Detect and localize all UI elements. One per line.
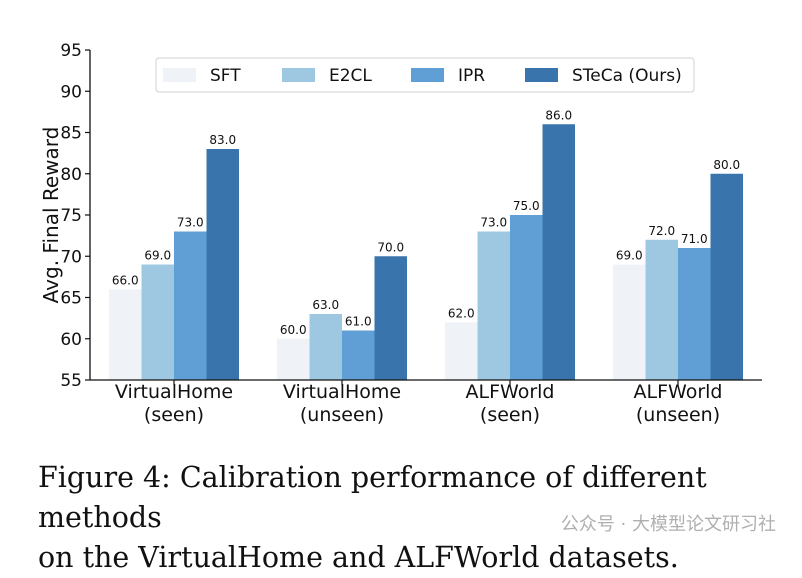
- value-labels-layer: 66.0 69.0 73.0 83.0 60.0 63.0 61.0 70.0 62.0 73.0…: [112, 108, 740, 337]
- bar-value-label: 73.0: [480, 216, 507, 230]
- bar-ipr: [342, 330, 375, 380]
- bar-value-label: 83.0: [209, 133, 236, 147]
- bar-e2cl: [309, 314, 342, 380]
- caption-line-2: on the VirtualHome and ALFWorld datasets…: [38, 541, 679, 574]
- x-tick-label: VirtualHome: [115, 381, 233, 403]
- bar-value-label: 61.0: [345, 315, 372, 329]
- bar-ipr: [510, 215, 543, 380]
- y-tick-label: 60: [60, 330, 82, 350]
- bar-sft: [445, 322, 478, 380]
- legend: SFT E2CL IPR STeCa (Ours): [155, 57, 695, 93]
- legend-swatch: [282, 68, 315, 82]
- y-tick-label: 95: [60, 41, 82, 61]
- bars-layer: [109, 124, 743, 380]
- bar-value-label: 63.0: [312, 298, 339, 312]
- bar-value-label: 60.0: [280, 323, 307, 337]
- bar-value-label: 72.0: [648, 224, 675, 238]
- y-tick-label: 85: [60, 124, 82, 144]
- bar-steca-ours: [542, 124, 575, 380]
- y-tick-label: 80: [60, 165, 82, 185]
- x-ticks: VirtualHome(seen)VirtualHome(unseen)ALFW…: [115, 380, 723, 426]
- legend-label: STeCa (Ours): [572, 66, 682, 86]
- legend-label: SFT: [210, 66, 241, 86]
- bar-e2cl: [477, 231, 510, 380]
- y-tick-label: 70: [60, 247, 82, 267]
- legend-swatch: [163, 68, 196, 82]
- x-tick-label: (seen): [480, 404, 540, 426]
- x-tick-label: (unseen): [636, 404, 720, 426]
- x-tick-label: VirtualHome: [283, 381, 401, 403]
- y-tick-label: 90: [60, 82, 82, 102]
- bar-ipr: [678, 248, 711, 380]
- caption-line-1: Figure 4: Calibration performance of dif…: [38, 461, 707, 534]
- bar-steca-ours: [206, 149, 239, 380]
- bar-e2cl: [645, 239, 678, 380]
- x-tick-label: ALFWorld: [634, 381, 723, 403]
- bar-value-label: 73.0: [177, 216, 204, 230]
- bar-value-label: 69.0: [616, 249, 643, 263]
- bar-sft: [277, 338, 310, 380]
- bar-value-label: 69.0: [144, 249, 171, 263]
- bar-chart: 66.0 69.0 73.0 83.0 60.0 63.0 61.0 70.0 62.0 73.0…: [39, 41, 762, 426]
- y-tick-label: 65: [60, 289, 82, 309]
- bar-value-label: 66.0: [112, 273, 139, 287]
- legend-label: E2CL: [329, 66, 372, 86]
- y-tick-label: 55: [60, 371, 82, 391]
- bar-ipr: [174, 231, 207, 380]
- bar-value-label: 70.0: [377, 240, 404, 254]
- x-tick-label: (seen): [144, 404, 204, 426]
- bar-value-label: 86.0: [545, 108, 572, 122]
- x-tick-label: ALFWorld: [466, 381, 555, 403]
- bar-value-label: 75.0: [513, 199, 540, 213]
- bar-steca-ours: [710, 173, 743, 380]
- y-tick-label: 75: [60, 206, 82, 226]
- bar-e2cl: [141, 264, 174, 380]
- legend-label: IPR: [458, 66, 485, 86]
- bar-value-label: 80.0: [713, 158, 740, 172]
- bar-value-label: 71.0: [681, 232, 708, 246]
- legend-swatch: [411, 68, 444, 82]
- bar-steca-ours: [374, 256, 407, 380]
- legend-swatch: [525, 68, 558, 82]
- x-tick-label: (unseen): [300, 404, 384, 426]
- bar-value-label: 62.0: [448, 306, 475, 320]
- bar-sft: [109, 289, 142, 380]
- bar-sft: [613, 264, 646, 380]
- y-ticks: 55 60 65 70 75 80 85 90 95: [60, 41, 90, 391]
- y-axis-label: Avg. Final Reward: [39, 127, 63, 304]
- watermark: 公众号 · 大模型论文研习社: [560, 514, 776, 535]
